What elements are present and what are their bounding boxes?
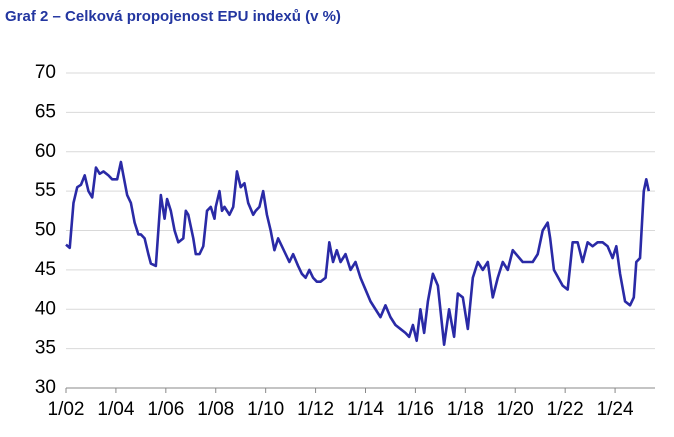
y-tick-label: 65 bbox=[35, 101, 56, 122]
y-tick-label: 45 bbox=[35, 259, 56, 280]
x-tick-label: 1/24 bbox=[597, 399, 634, 420]
x-tick-label: 1/16 bbox=[397, 399, 434, 420]
x-tick-label: 1/14 bbox=[347, 399, 384, 420]
x-tick-label: 1/10 bbox=[247, 399, 284, 420]
x-tick-label: 1/08 bbox=[197, 399, 234, 420]
x-tick-label: 1/20 bbox=[497, 399, 534, 420]
data-line bbox=[65, 160, 651, 346]
x-tick-label: 1/06 bbox=[147, 399, 184, 420]
y-tick-label: 55 bbox=[35, 180, 56, 201]
y-tick-label: 60 bbox=[35, 141, 56, 162]
y-tick-label: 30 bbox=[35, 377, 56, 398]
y-tick-label: 50 bbox=[35, 220, 56, 241]
x-tick-label: 1/12 bbox=[297, 399, 334, 420]
y-tick-label: 35 bbox=[35, 338, 56, 359]
chart-title: Graf 2 – Celková propojenost EPU indexů … bbox=[5, 8, 341, 25]
x-tick-label: 1/04 bbox=[97, 399, 134, 420]
x-tick-label: 1/02 bbox=[48, 399, 85, 420]
x-tick-label: 1/18 bbox=[447, 399, 484, 420]
y-tick-label: 70 bbox=[35, 62, 56, 83]
y-tick-label: 40 bbox=[35, 298, 56, 319]
x-tick-label: 1/22 bbox=[547, 399, 584, 420]
